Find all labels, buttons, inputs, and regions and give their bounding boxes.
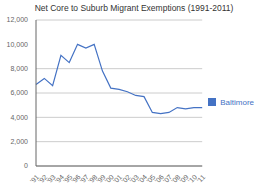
- svg-text:2,000: 2,000: [10, 138, 28, 145]
- html-text:Net Core to Suburb Migrant Exe: Net Core to Suburb Migrant Exemptions (1…: [34, 3, 234, 13]
- svg-text:'07: '07: [161, 173, 174, 185]
- svg-text:'08: '08: [170, 173, 182, 185]
- svg-text:'05: '05: [145, 173, 157, 185]
- svg-text:'99: '99: [95, 173, 107, 185]
- svg-text:'09: '09: [178, 173, 190, 185]
- svg-text:6,000: 6,000: [10, 89, 28, 96]
- html-text:Baltimore: Baltimore: [220, 97, 254, 107]
- svg-text:'04: '04: [136, 173, 149, 185]
- svg-text:'95: '95: [62, 173, 74, 185]
- svg-text:'97: '97: [78, 173, 91, 185]
- svg-text:'91: '91: [28, 173, 41, 185]
- svg-text:'11: '11: [195, 173, 206, 184]
- svg-text:'94: '94: [53, 173, 66, 185]
- svg-text:'96: '96: [70, 173, 82, 185]
- svg-text:12,000: 12,000: [8, 16, 28, 23]
- svg-text:'92: '92: [37, 173, 49, 185]
- svg-text:'01: '01: [111, 173, 124, 185]
- svg-text:10,000: 10,000: [8, 41, 28, 48]
- svg-text:'98: '98: [87, 173, 99, 185]
- svg-text:'02: '02: [120, 173, 132, 185]
- svg-text:'10: '10: [186, 173, 199, 185]
- svg-text:'03: '03: [128, 173, 140, 185]
- svg-text:4,000: 4,000: [10, 114, 28, 121]
- svg-text:'06: '06: [153, 173, 165, 185]
- svg-text:'00: '00: [103, 173, 115, 185]
- svg-text:0: 0: [24, 162, 28, 169]
- svg-text:'93: '93: [45, 173, 57, 185]
- svg-text:8,000: 8,000: [10, 65, 28, 72]
